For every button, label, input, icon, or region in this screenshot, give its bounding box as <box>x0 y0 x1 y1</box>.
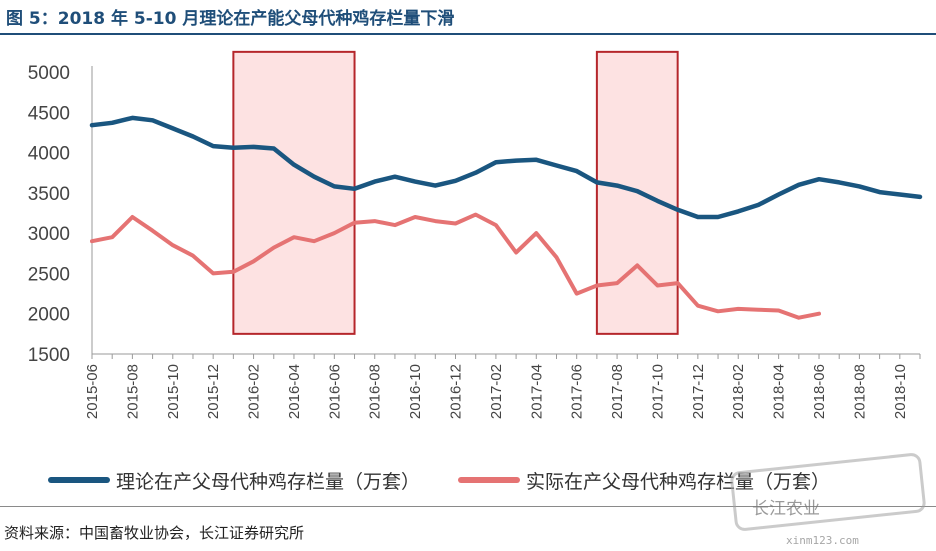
x-tick-label-2016-04: 2016-04 <box>286 364 303 419</box>
chart-series <box>89 115 923 320</box>
x-tick-label-2018-10: 2018-10 <box>892 364 909 419</box>
y-tick-label-4000: 4000 <box>28 144 70 165</box>
x-tick-label-2017-02: 2017-02 <box>488 364 505 419</box>
x-tick-label-2016-12: 2016-12 <box>448 364 465 419</box>
watermark-name: 长江农业 <box>752 499 820 519</box>
x-tick-label-2015-12: 2015-12 <box>205 364 222 419</box>
watermark-url: xinm123.com <box>786 534 859 547</box>
legend-item-theory: 理论在产父母代种鸡存栏量（万套） <box>48 467 420 494</box>
legend-divider <box>0 506 936 507</box>
legend: 理论在产父母代种鸡存栏量（万套） 实际在产父母代种鸡存栏量（万套） <box>48 466 868 494</box>
chart-axes: 1500 2000 2500 3000 3500 4000 4500 5000 2015-06 2… <box>28 63 921 419</box>
y-tick-label-2500: 2500 <box>28 264 70 285</box>
legend-label-actual: 实际在产父母代种鸡存栏量（万套） <box>526 470 831 493</box>
highlight-bands <box>232 50 679 335</box>
x-tick-label-2018-02: 2018-02 <box>730 364 747 419</box>
y-tick-label-4500: 4500 <box>28 103 70 124</box>
y-tick-label-1500: 1500 <box>28 345 70 366</box>
x-tick-label-2018-06: 2018-06 <box>811 364 828 419</box>
legend-label-theory: 理论在产父母代种鸡存栏量（万套） <box>116 470 421 493</box>
x-tick-label-2016-02: 2016-02 <box>246 364 263 419</box>
y-tick-label-3500: 3500 <box>28 184 70 205</box>
title-divider <box>0 33 936 35</box>
x-tick-label-2017-06: 2017-06 <box>569 364 586 419</box>
legend-item-actual: 实际在产父母代种鸡存栏量（万套） <box>458 467 830 494</box>
line-chart: 1500 2000 2500 3000 3500 4000 4500 5000 2015-06 2… <box>28 50 923 419</box>
x-tick-label-2016-08: 2016-08 <box>367 364 384 419</box>
x-tick-label-2017-08: 2017-08 <box>609 364 626 419</box>
x-tick-label-2016-06: 2016-06 <box>326 364 343 419</box>
x-tick-label-2015-08: 2015-08 <box>124 364 141 419</box>
x-tick-label-2016-10: 2016-10 <box>407 364 424 419</box>
legend-swatch-actual <box>458 477 521 483</box>
x-tick-label-2018-04: 2018-04 <box>771 364 788 419</box>
highlight-band-1 <box>232 50 356 335</box>
legend-swatch-theory <box>48 477 110 483</box>
x-tick-label-2017-12: 2017-12 <box>690 364 707 419</box>
x-tick-label-2017-10: 2017-10 <box>649 364 666 419</box>
x-tick-label-2015-06: 2015-06 <box>84 364 101 419</box>
series-line-actual <box>90 212 821 320</box>
source-note: 资料来源：中国畜牧业协会，长江证券研究所 <box>4 524 305 542</box>
x-tick-label-2017-04: 2017-04 <box>528 364 545 419</box>
y-tick-label-5000: 5000 <box>28 63 70 84</box>
series-line-theory <box>89 115 923 220</box>
chart-title: 图 5：2018 年 5-10 月理论在产能父母代种鸡存栏量下滑 <box>6 9 455 29</box>
x-tick-label-2018-08: 2018-08 <box>851 364 868 419</box>
x-tick-label-2015-10: 2015-10 <box>165 364 182 419</box>
y-tick-label-2000: 2000 <box>28 305 70 326</box>
y-tick-label-3000: 3000 <box>28 224 70 245</box>
